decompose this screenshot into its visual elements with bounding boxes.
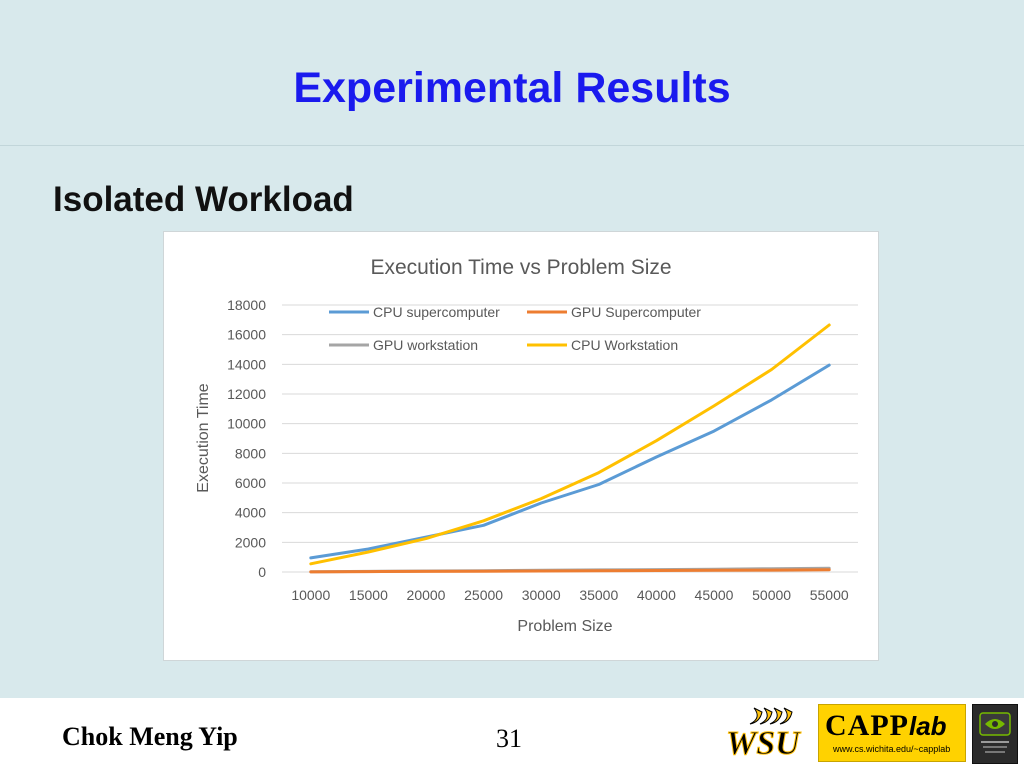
y-axis-ticks: 0 2000 4000 6000 8000 10000 12000 14000 16000 180… <box>227 297 266 580</box>
x-tick-label: 45000 <box>695 587 734 603</box>
legend-label: CPU Workstation <box>571 337 678 353</box>
series-line-3 <box>309 323 831 566</box>
y-tick-label: 8000 <box>235 445 266 461</box>
wsu-logo-icon: WSU <box>724 706 808 763</box>
chart-legend: CPU supercomputer GPU Supercomputer GPU wo… <box>329 304 701 353</box>
y-tick-label: 12000 <box>227 386 266 402</box>
capp-logo-text: CAPPlab <box>825 709 947 742</box>
series-line-0 <box>309 363 831 560</box>
x-tick-label: 20000 <box>407 587 446 603</box>
capp-url: www.cs.wichita.edu/~capplab <box>833 744 951 754</box>
legend-label: GPU workstation <box>373 337 478 353</box>
y-tick-label: 18000 <box>227 297 266 313</box>
y-tick-label: 10000 <box>227 416 266 432</box>
chart-title: Execution Time vs Problem Size <box>370 256 671 279</box>
y-axis-label: Execution Time <box>195 383 212 492</box>
page-number: 31 <box>496 724 522 753</box>
slide-title: Experimental Results <box>293 64 731 112</box>
svg-text:WSU: WSU <box>726 725 802 760</box>
x-tick-label: 35000 <box>579 587 618 603</box>
legend-label: GPU Supercomputer <box>571 304 701 320</box>
x-tick-label: 15000 <box>349 587 388 603</box>
nvidia-logo-icon <box>972 704 1018 764</box>
capp-lab-logo: CAPPlab www.cs.wichita.edu/~capplab <box>818 704 966 762</box>
chart-container: Execution Time vs Problem Size 0 2000 4000… <box>163 231 879 661</box>
x-tick-label: 55000 <box>810 587 849 603</box>
x-axis-ticks: 10000 15000 20000 25000 30000 35000 40000 45000… <box>291 587 849 603</box>
x-tick-label: 40000 <box>637 587 676 603</box>
chart-series <box>309 323 831 574</box>
footer-author: Chok Meng Yip <box>62 722 238 751</box>
y-tick-label: 2000 <box>235 534 266 550</box>
slide-subtitle: Isolated Workload <box>53 180 354 219</box>
footer: Chok Meng Yip 31 WSU CAPPlab www.cs.wich… <box>0 698 1024 768</box>
x-axis-label: Problem Size <box>517 618 612 635</box>
x-tick-label: 10000 <box>291 587 330 603</box>
legend-label: CPU supercomputer <box>373 304 500 320</box>
x-tick-label: 30000 <box>522 587 561 603</box>
x-tick-label: 50000 <box>752 587 791 603</box>
x-tick-label: 25000 <box>464 587 503 603</box>
y-tick-label: 14000 <box>227 356 266 372</box>
chart-gridlines <box>282 304 858 573</box>
y-tick-label: 0 <box>258 564 266 580</box>
title-band <box>0 0 1024 146</box>
y-tick-label: 16000 <box>227 327 266 343</box>
line-chart: Execution Time vs Problem Size 0 2000 4000… <box>195 256 858 635</box>
y-tick-label: 4000 <box>235 505 266 521</box>
series-line-1 <box>309 568 831 574</box>
y-tick-label: 6000 <box>235 475 266 491</box>
